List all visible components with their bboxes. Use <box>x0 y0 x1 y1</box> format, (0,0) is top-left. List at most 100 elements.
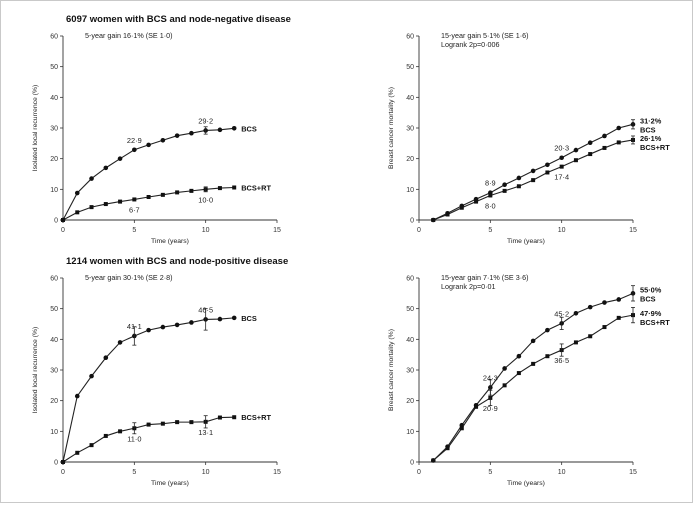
data-point-bcs-rt <box>175 190 180 195</box>
series-label-bcs: BCS <box>241 314 257 323</box>
data-point-bcs <box>602 300 607 305</box>
x-tick-label: 0 <box>417 469 421 476</box>
data-point-bcs-rt <box>488 193 493 198</box>
data-point-bcs <box>74 393 80 399</box>
series-line-bcs-rt <box>432 314 634 461</box>
group-title-node-negative: 6097 women with BCS and node-negative di… <box>66 14 291 25</box>
x-tick-label: 5 <box>488 469 492 476</box>
data-point-bcs <box>217 127 223 133</box>
data-point-bcs <box>502 366 507 371</box>
data-point-bcs-rt <box>588 334 593 339</box>
annotation: 15-year gain 7·1% (SE 3·6) <box>441 273 529 282</box>
data-label-bcs-rt: 36·5 <box>554 356 569 365</box>
data-point-bcs <box>189 130 194 136</box>
data-label-bcs: 22·9 <box>127 136 142 145</box>
data-point-bcs-rt <box>573 158 578 163</box>
x-axis-label: Time (years) <box>507 238 545 245</box>
data-label-bcs-rt: 13·1 <box>198 428 213 437</box>
data-point-bcs-rt <box>160 192 165 197</box>
series-line-bcs <box>432 292 634 461</box>
data-point-bcs <box>573 147 579 153</box>
data-point-bcs-rt <box>502 383 507 388</box>
end-label-bcs-rt: 47·9% <box>640 309 662 318</box>
data-point-bcs <box>602 133 607 139</box>
y-tick-label: 40 <box>50 95 58 102</box>
data-point-bcs-rt <box>89 443 94 448</box>
data-point-bcs-rt <box>61 460 65 464</box>
series-line-bcs <box>62 317 235 463</box>
series-label-bcs-rt: BCS+RT <box>241 413 271 422</box>
data-point-bcs-rt <box>160 421 165 426</box>
data-point-bcs-rt <box>545 354 550 359</box>
y-axis-label: Isolated local recurrence (%) <box>32 85 39 172</box>
x-tick-label: 15 <box>629 469 637 476</box>
data-label-bcs-rt: 17·4 <box>554 173 569 182</box>
data-point-bcs <box>587 140 593 146</box>
data-label-bcs-rt: 20·9 <box>483 404 498 413</box>
x-axis-label: Time (years) <box>507 480 545 487</box>
data-point-bcs-rt <box>103 202 108 207</box>
y-axis-label: Isolated local recurrence (%) <box>32 327 39 414</box>
data-label-bcs: 20·3 <box>554 144 569 153</box>
x-axis-label: Time (years) <box>151 238 189 245</box>
data-point-bcs <box>502 182 507 188</box>
y-tick-label: 40 <box>406 337 414 344</box>
y-tick-label: 50 <box>50 64 58 71</box>
data-label-bcs: 41·1 <box>127 322 142 331</box>
data-point-bcs <box>89 176 94 181</box>
x-tick-label: 5 <box>488 227 492 234</box>
data-point-bcs <box>103 165 109 171</box>
y-axis-label: Breast cancer mortality (%) <box>388 329 395 411</box>
y-tick-label: 60 <box>50 34 58 41</box>
annotation: 5-year gain 30·1% (SE 2·8) <box>85 273 173 282</box>
y-tick-label: 50 <box>406 64 414 71</box>
data-point-bcs-rt <box>75 450 80 455</box>
x-tick-label: 15 <box>629 227 637 234</box>
x-tick-label: 10 <box>202 469 210 476</box>
data-point-bcs <box>174 133 180 138</box>
data-point-bcs-rt <box>502 188 507 193</box>
y-tick-label: 30 <box>50 368 58 375</box>
data-point-bcs-rt <box>75 210 80 215</box>
x-tick-label: 5 <box>132 469 136 476</box>
y-tick-label: 30 <box>406 126 414 133</box>
y-tick-label: 10 <box>50 429 58 436</box>
x-tick-label: 10 <box>558 227 566 234</box>
x-tick-label: 0 <box>61 227 65 234</box>
y-tick-label: 30 <box>50 126 58 133</box>
y-axis-label: Breast cancer mortality (%) <box>388 87 395 169</box>
data-point-bcs <box>231 315 237 321</box>
x-tick-label: 0 <box>417 227 421 234</box>
data-point-bcs-rt <box>516 184 521 189</box>
series-label-bcs: BCS <box>241 124 257 133</box>
data-point-bcs-rt <box>602 325 607 330</box>
data-point-bcs-rt <box>431 218 436 222</box>
data-point-bcs <box>217 316 223 322</box>
data-point-bcs-rt <box>431 458 436 463</box>
y-tick-label: 0 <box>410 218 414 225</box>
data-label-bcs: 45·2 <box>554 309 569 318</box>
data-point-bcs <box>146 142 151 148</box>
data-point-bcs <box>132 147 137 153</box>
y-tick-label: 40 <box>406 95 414 102</box>
data-label-bcs-rt: 6·7 <box>129 205 140 214</box>
data-label-bcs: 24·3 <box>483 373 498 382</box>
chart-panel-mortality-node-positive: 0 10 20 30 40 50 60 0 5 10 15 Time (years) Breast ca… <box>388 273 670 487</box>
x-axis-label: Time (years) <box>151 480 189 487</box>
data-point-bcs <box>117 340 123 345</box>
data-point-bcs-rt <box>616 140 621 145</box>
chart-panel-mortality-node-negative: 0 10 20 30 40 50 60 0 5 10 15 Time (years) Breast ca… <box>388 31 670 245</box>
data-point-bcs-rt <box>61 218 65 222</box>
data-point-bcs-rt <box>445 212 450 217</box>
x-tick-label: 15 <box>273 227 281 234</box>
data-point-bcs <box>89 373 94 379</box>
x-tick-label: 15 <box>273 469 281 476</box>
series-label-bcs: BCS <box>640 125 656 134</box>
data-point-bcs <box>516 175 522 181</box>
data-point-bcs-rt <box>616 315 621 320</box>
y-tick-label: 0 <box>410 460 414 467</box>
chart-panel-local-recurrence-node-positive: 0 10 20 30 40 50 60 0 5 10 15 Time (years) Isolated … <box>32 273 281 487</box>
data-label-bcs: 8·9 <box>485 179 496 188</box>
data-label-bcs-rt: 8·0 <box>485 201 496 210</box>
